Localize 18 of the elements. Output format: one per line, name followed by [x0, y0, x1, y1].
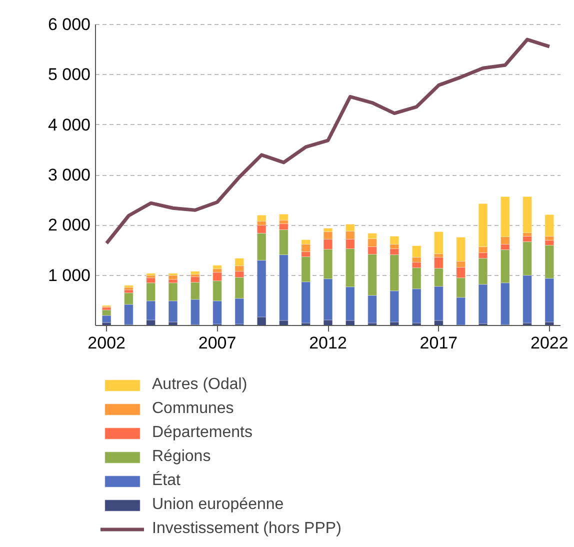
- x-tick-label: 2002: [88, 334, 126, 352]
- x-tick-label: 2022: [530, 334, 568, 352]
- x-tick-label: 2012: [309, 334, 347, 352]
- y-tick-label: 5 000: [48, 65, 91, 84]
- legend-label: Régions: [152, 447, 211, 467]
- legend-label: État: [152, 471, 180, 491]
- x-tick-label: 2017: [420, 334, 458, 352]
- y-tick-label: 4 000: [48, 115, 91, 134]
- legend-label: Investissement (hors PPP): [152, 519, 342, 539]
- y-tick-label: 1 000: [48, 266, 91, 285]
- y-tick-label: 3 000: [48, 166, 91, 184]
- legend-label: Départements: [152, 423, 252, 443]
- legend-label: Union européenne: [152, 495, 284, 515]
- x-tick-label: 2007: [198, 334, 236, 352]
- legend-label: Communes: [152, 399, 234, 419]
- legend-label: Autres (Odal): [152, 375, 248, 395]
- y-tick-label: 2 000: [48, 216, 91, 235]
- y-tick-label: 6 000: [48, 15, 91, 34]
